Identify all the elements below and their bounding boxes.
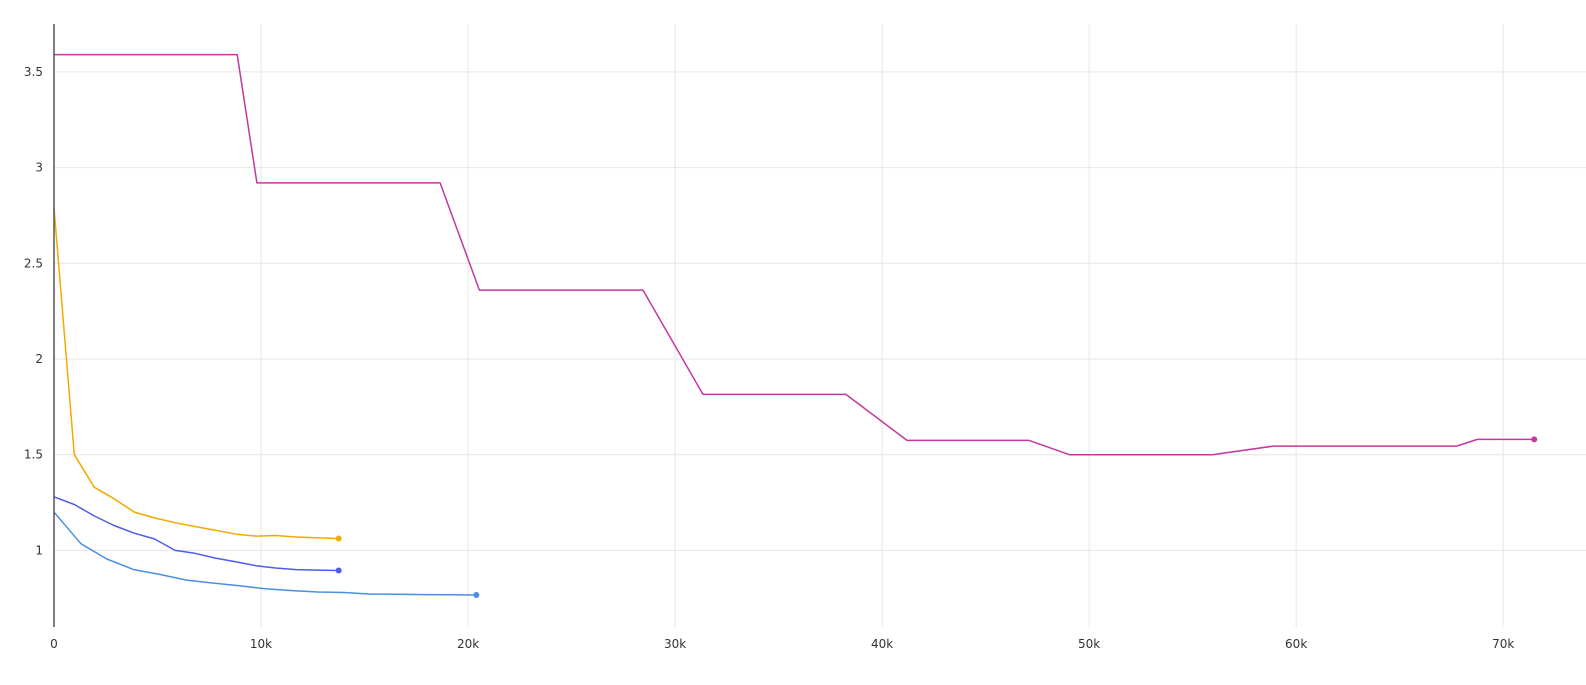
y-axis-tick-labels: 1 1.5 2 2.5 3 3.5 bbox=[24, 65, 43, 558]
series-2 bbox=[53, 207, 342, 542]
vertical-gridlines bbox=[260, 24, 1504, 627]
y-tick-label: 2.5 bbox=[24, 256, 43, 270]
y-tick-label: 3 bbox=[35, 161, 43, 175]
x-tick-label: 70k bbox=[1492, 637, 1514, 651]
series-4 bbox=[53, 511, 480, 599]
y-tick-label: 1.5 bbox=[24, 448, 43, 462]
y-tick-label: 1 bbox=[35, 543, 43, 557]
series-3-line bbox=[53, 496, 339, 572]
x-tick-label: 40k bbox=[871, 637, 893, 651]
horizontal-gridlines bbox=[54, 71, 1586, 551]
x-tick-label: 30k bbox=[664, 637, 686, 651]
series-4-line bbox=[53, 511, 477, 596]
y-tick-label: 2 bbox=[35, 352, 43, 366]
x-tick-label: 60k bbox=[1285, 637, 1307, 651]
y-tick-label: 3.5 bbox=[24, 65, 43, 79]
series-1-end-point bbox=[1531, 436, 1538, 443]
series-1-line bbox=[54, 53, 1535, 456]
series-4-end-point bbox=[473, 592, 480, 599]
series-2-end-point bbox=[335, 535, 342, 542]
series-3-end-point bbox=[335, 567, 342, 574]
x-tick-label: 0 bbox=[50, 637, 58, 651]
series-layer bbox=[53, 53, 1538, 599]
x-tick-label: 10k bbox=[250, 637, 272, 651]
x-tick-label: 50k bbox=[1078, 637, 1100, 651]
x-axis-tick-labels: 0 10k 20k 30k 40k 50k 60k 70k bbox=[50, 637, 1514, 651]
x-tick-label: 20k bbox=[457, 637, 479, 651]
series-3 bbox=[53, 496, 342, 574]
series-1 bbox=[54, 53, 1538, 456]
series-2-line bbox=[53, 207, 339, 540]
